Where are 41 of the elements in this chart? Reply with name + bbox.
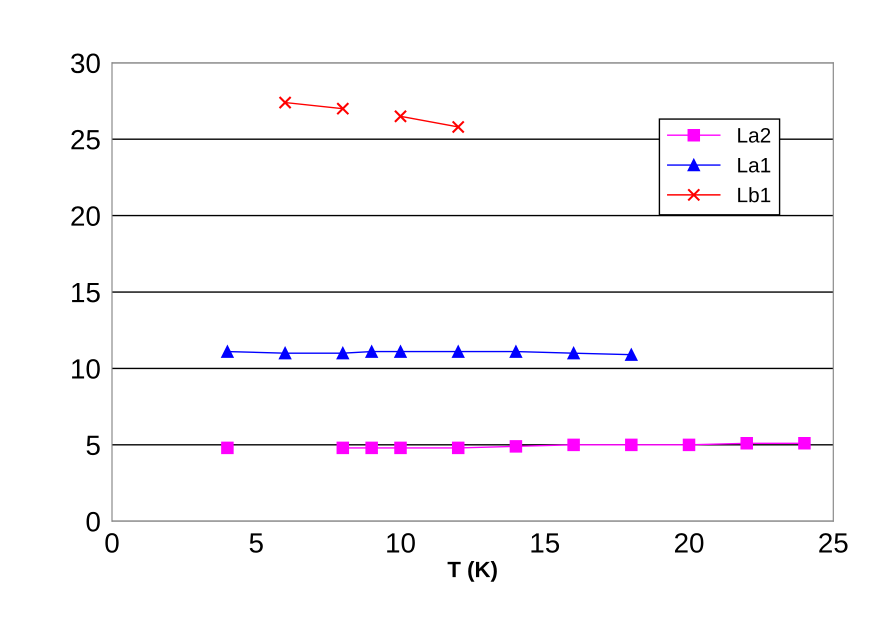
point [567, 346, 580, 360]
x-tick-label: 5 [250, 533, 263, 553]
point [278, 96, 292, 110]
y-tick-label: 20 [71, 206, 100, 226]
y-tick-label: 10 [72, 359, 100, 379]
y-tick-label: 0 [86, 512, 100, 532]
point [365, 345, 378, 358]
legend-label: Lb1 [738, 187, 770, 202]
point [336, 346, 350, 360]
point [798, 437, 811, 450]
point [452, 442, 464, 454]
legend-label: La2 [738, 128, 770, 143]
point [625, 438, 638, 452]
point [278, 346, 292, 360]
x-tick-label: 0 [105, 533, 119, 553]
y-tick-label: 5 [86, 436, 100, 456]
point [394, 345, 407, 358]
point [336, 102, 350, 116]
point [336, 442, 350, 454]
x-tick-label: 15 [531, 533, 560, 553]
x-tick-label: 25 [819, 533, 848, 553]
point [682, 438, 696, 452]
x-axis-title: T (K) [448, 561, 497, 582]
point [567, 438, 580, 452]
point [221, 345, 234, 358]
point [625, 348, 638, 361]
point [510, 345, 522, 358]
point [452, 120, 465, 134]
point [394, 110, 408, 123]
point [394, 442, 407, 454]
point [510, 440, 522, 453]
x-tick-label: 20 [674, 533, 704, 553]
point [740, 437, 753, 450]
y-tick-label: 30 [71, 53, 100, 74]
point [365, 442, 378, 454]
legend-label: La1 [738, 158, 770, 173]
y-tick-label: 25 [71, 130, 100, 150]
x-tick-label: 10 [387, 533, 415, 553]
y-tick-label: 15 [72, 282, 100, 302]
point [221, 442, 234, 454]
point [452, 345, 464, 358]
